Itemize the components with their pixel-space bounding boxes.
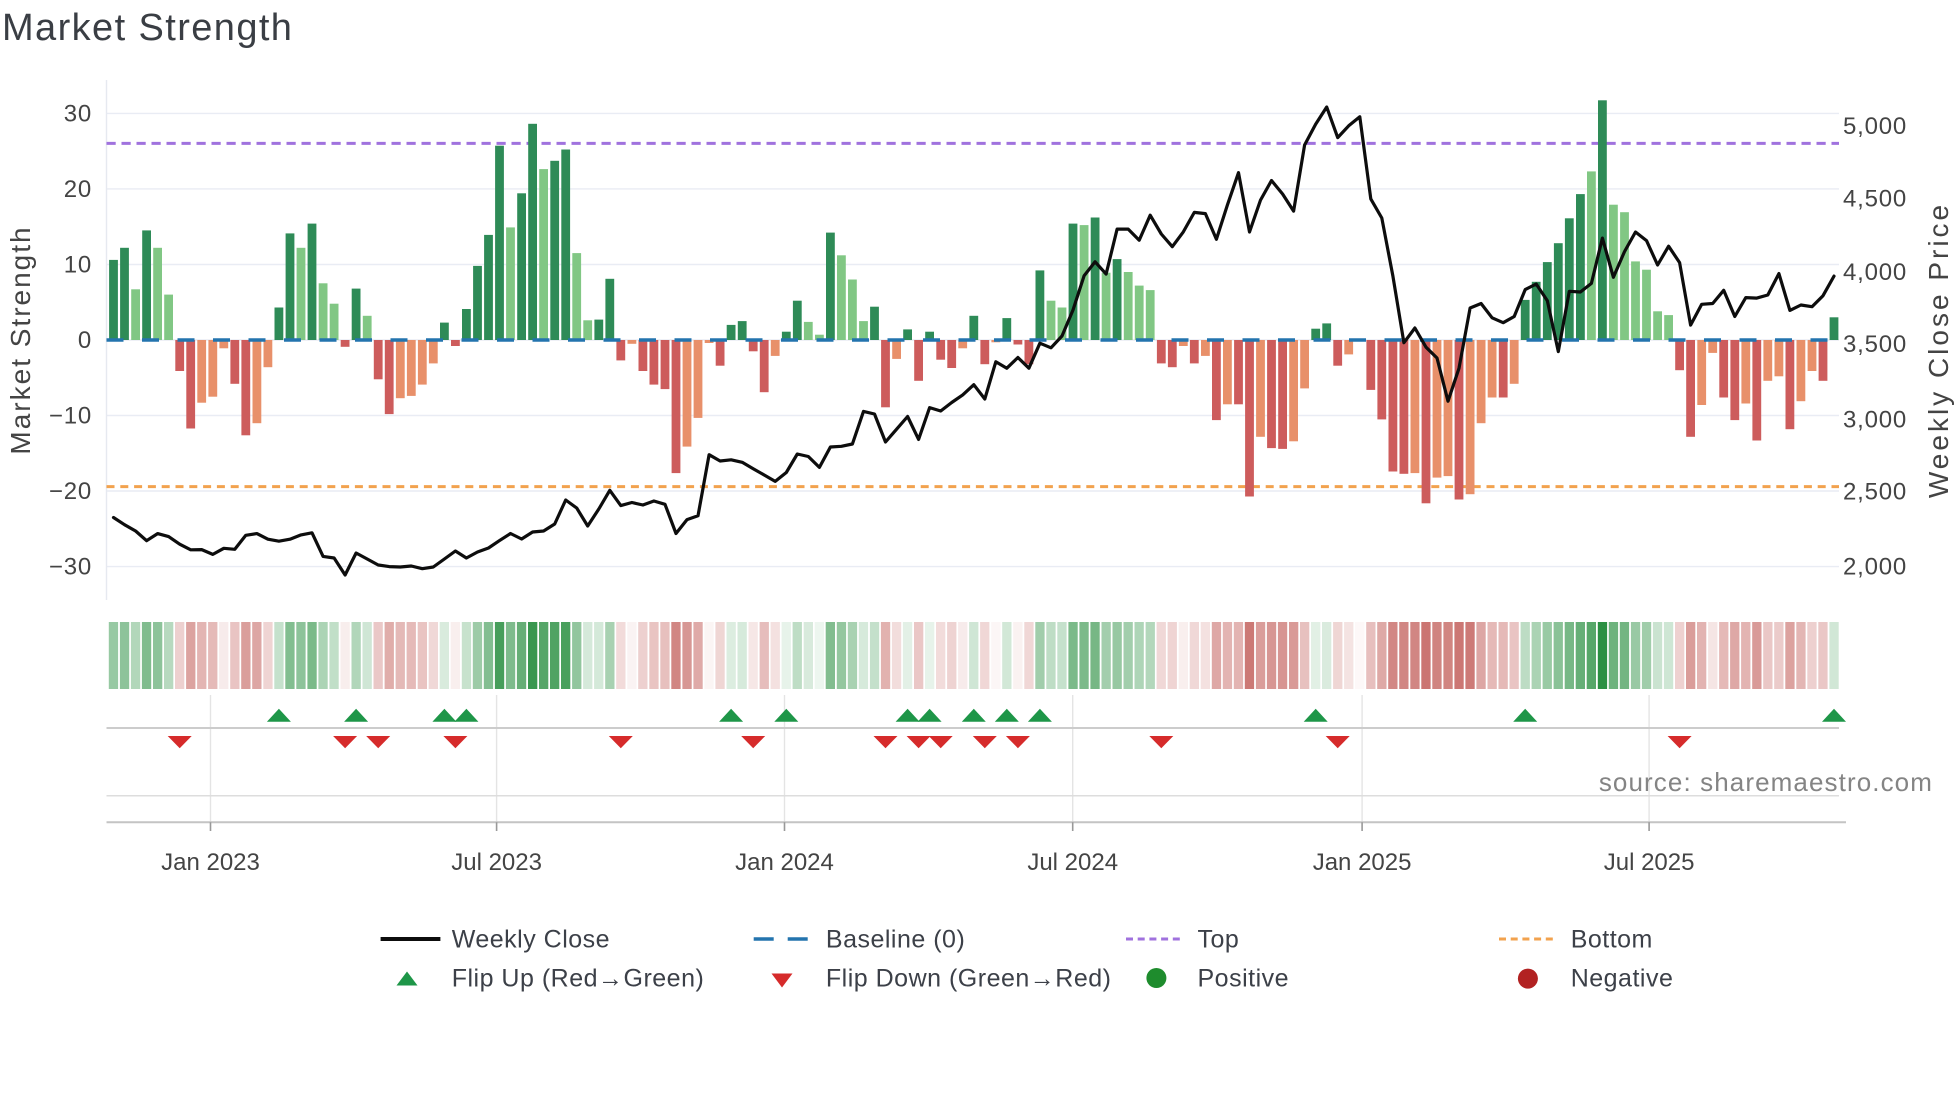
svg-text:Jul 2025: Jul 2025 (1604, 849, 1695, 876)
svg-text:2,500: 2,500 (1843, 479, 1907, 506)
svg-text:Flip Up (Red→Green): Flip Up (Red→Green) (452, 965, 705, 993)
svg-text:source: sharemaestro.com: source: sharemaestro.com (1599, 767, 1933, 797)
svg-text:Negative: Negative (1571, 965, 1674, 993)
svg-text:Weekly Close: Weekly Close (452, 926, 610, 954)
svg-text:−10: −10 (49, 403, 92, 430)
svg-text:−20: −20 (49, 478, 92, 505)
svg-text:3,500: 3,500 (1843, 331, 1907, 358)
svg-text:−30: −30 (49, 554, 92, 581)
svg-text:Jul 2024: Jul 2024 (1027, 849, 1118, 876)
svg-text:0: 0 (78, 327, 92, 354)
svg-text:Weekly Close Price: Weekly Close Price (1923, 202, 1954, 498)
svg-text:4,000: 4,000 (1843, 259, 1907, 286)
svg-text:Baseline (0): Baseline (0) (826, 926, 965, 954)
svg-text:Market Strength: Market Strength (5, 225, 36, 454)
svg-text:30: 30 (64, 100, 92, 127)
svg-text:2,000: 2,000 (1843, 553, 1907, 580)
svg-text:Market Strength: Market Strength (2, 7, 293, 49)
svg-text:Flip Down (Green→Red): Flip Down (Green→Red) (826, 965, 1112, 993)
svg-text:Jan 2023: Jan 2023 (161, 849, 260, 876)
svg-text:Jan 2025: Jan 2025 (1313, 849, 1412, 876)
svg-text:5,000: 5,000 (1843, 113, 1907, 140)
svg-text:Jul 2023: Jul 2023 (451, 849, 542, 876)
svg-text:3,000: 3,000 (1843, 407, 1907, 434)
svg-text:20: 20 (64, 176, 92, 203)
svg-text:Jan 2024: Jan 2024 (735, 849, 834, 876)
svg-text:10: 10 (64, 252, 92, 279)
svg-text:4,500: 4,500 (1843, 185, 1907, 212)
svg-text:Top: Top (1198, 926, 1240, 954)
svg-text:Bottom: Bottom (1571, 926, 1653, 954)
svg-text:Positive: Positive (1198, 965, 1290, 993)
